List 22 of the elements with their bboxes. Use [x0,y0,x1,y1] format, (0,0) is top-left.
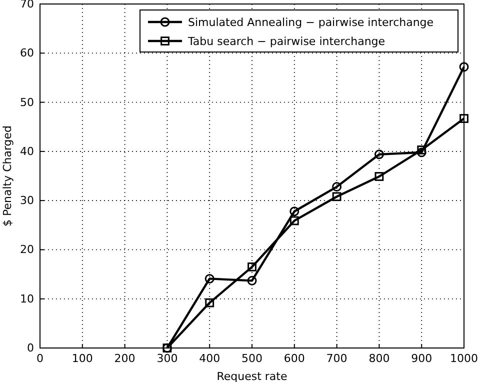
x-tick-label: 200 [114,352,136,365]
x-tick-label: 1000 [450,352,478,365]
x-axis-title: Request rate [216,370,288,382]
y-tick-label: 40 [20,144,34,158]
y-axis-title: $ Penalty Charged [1,125,14,227]
x-tick-label: 300 [156,352,178,365]
x-tick-label: 800 [368,352,390,365]
y-tick-label: 20 [20,243,34,256]
x-tick-label: 500 [242,352,262,365]
y-tick-label: 0 [27,342,34,355]
y-tick-label: 50 [20,96,34,109]
x-tick-label: 400 [199,352,220,365]
x-tick-label: 700 [326,352,348,365]
y-tick-label: 30 [20,194,34,208]
y-tick-label: 60 [20,46,34,60]
legend-label: Tabu search − pairwise interchange [187,35,386,48]
x-tick-label: 900 [411,352,432,365]
x-tick-label: 600 [284,352,305,365]
y-tick-label: 10 [20,292,34,306]
x-tick-label: 0 [36,352,44,365]
legend-label: Simulated Annealing − pairwise interchange [188,16,434,29]
x-tick-label: 100 [72,352,93,365]
